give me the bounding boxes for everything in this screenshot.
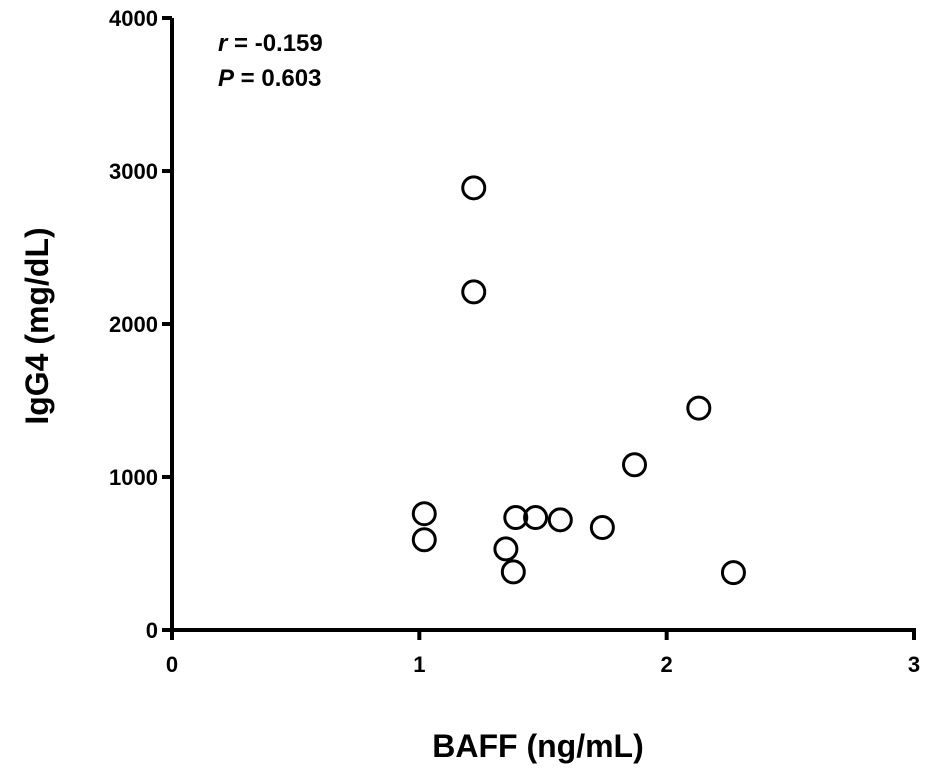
data-point — [461, 175, 487, 201]
data-point — [411, 501, 437, 527]
data-point — [411, 527, 437, 553]
data-points — [411, 175, 746, 586]
data-point — [622, 452, 648, 478]
y-tick-label: 0 — [146, 618, 158, 643]
data-point — [589, 514, 615, 540]
correlation-r-annotation: r = -0.159 — [218, 30, 323, 57]
y-tick-label: 4000 — [109, 6, 158, 31]
data-point — [523, 505, 549, 531]
y-axis-title: IgG4 (mg/dL) — [19, 227, 55, 424]
p-value: = 0.603 — [234, 65, 321, 92]
x-tick-label: 2 — [661, 652, 673, 677]
x-tick-label: 1 — [413, 652, 425, 677]
y-tick-label: 3000 — [109, 159, 158, 184]
axes — [170, 18, 916, 632]
data-point — [686, 395, 712, 421]
data-point — [493, 536, 519, 562]
x-tick-label: 0 — [166, 652, 178, 677]
data-point — [547, 507, 573, 533]
r-value: = -0.159 — [227, 30, 322, 57]
x-ticks: 0 1 2 3 — [166, 630, 920, 677]
y-tick-label: 1000 — [109, 465, 158, 490]
data-point — [720, 560, 746, 586]
y-ticks: 0 1000 2000 3000 4000 — [109, 6, 172, 643]
p-symbol: P — [218, 65, 235, 92]
x-tick-label: 3 — [908, 652, 920, 677]
data-point — [461, 279, 487, 305]
x-axis-title: BAFF (ng/mL) — [432, 728, 644, 764]
r-symbol: r — [218, 30, 229, 57]
y-tick-label: 2000 — [109, 312, 158, 337]
p-value-annotation: P = 0.603 — [218, 65, 321, 92]
data-point — [500, 559, 526, 585]
data-point — [503, 505, 529, 531]
